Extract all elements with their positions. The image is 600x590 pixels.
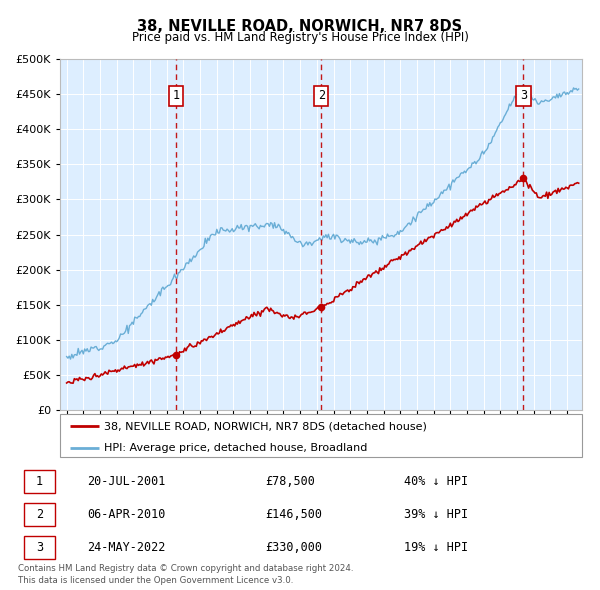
Text: £78,500: £78,500 <box>265 475 316 488</box>
Text: 2: 2 <box>36 508 43 521</box>
Text: 1: 1 <box>36 475 43 488</box>
Text: 2: 2 <box>318 89 325 102</box>
Text: This data is licensed under the Open Government Licence v3.0.: This data is licensed under the Open Gov… <box>18 576 293 585</box>
Text: 19% ↓ HPI: 19% ↓ HPI <box>404 541 468 554</box>
Text: 3: 3 <box>520 89 527 102</box>
Text: 39% ↓ HPI: 39% ↓ HPI <box>404 508 468 521</box>
Text: 24-MAY-2022: 24-MAY-2022 <box>87 541 165 554</box>
Text: 38, NEVILLE ROAD, NORWICH, NR7 8DS: 38, NEVILLE ROAD, NORWICH, NR7 8DS <box>137 19 463 34</box>
Text: HPI: Average price, detached house, Broadland: HPI: Average price, detached house, Broa… <box>104 442 368 453</box>
FancyBboxPatch shape <box>23 503 55 526</box>
FancyBboxPatch shape <box>60 414 582 457</box>
Text: 20-JUL-2001: 20-JUL-2001 <box>87 475 165 488</box>
FancyBboxPatch shape <box>23 470 55 493</box>
Text: 1: 1 <box>172 89 179 102</box>
FancyBboxPatch shape <box>23 536 55 559</box>
Text: Price paid vs. HM Land Registry's House Price Index (HPI): Price paid vs. HM Land Registry's House … <box>131 31 469 44</box>
Text: 38, NEVILLE ROAD, NORWICH, NR7 8DS (detached house): 38, NEVILLE ROAD, NORWICH, NR7 8DS (deta… <box>104 421 427 431</box>
Text: £330,000: £330,000 <box>265 541 322 554</box>
Text: 40% ↓ HPI: 40% ↓ HPI <box>404 475 468 488</box>
Text: £146,500: £146,500 <box>265 508 322 521</box>
Text: Contains HM Land Registry data © Crown copyright and database right 2024.: Contains HM Land Registry data © Crown c… <box>18 564 353 573</box>
Text: 06-APR-2010: 06-APR-2010 <box>87 508 165 521</box>
Text: 3: 3 <box>36 541 43 554</box>
